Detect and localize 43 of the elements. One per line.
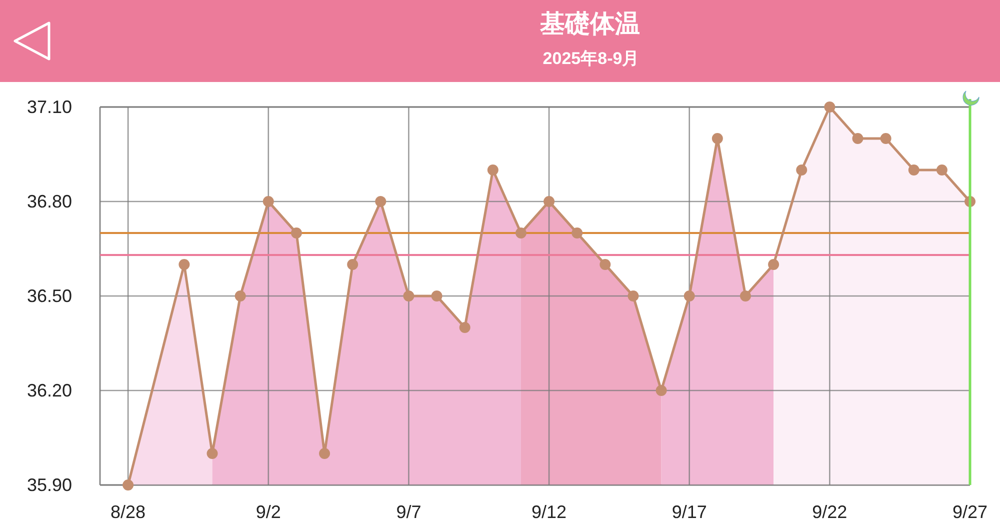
point: [712, 133, 723, 144]
point: [459, 322, 470, 333]
point: [487, 164, 498, 176]
point: [852, 133, 864, 144]
y-tick-label: 37.10: [26, 97, 72, 117]
point: [880, 133, 892, 144]
chart-title: 基礎体温: [539, 10, 640, 38]
point: [936, 164, 948, 176]
point: [206, 448, 218, 459]
point: [628, 290, 639, 302]
point: [544, 196, 555, 207]
point: [908, 164, 920, 176]
point: [740, 290, 751, 302]
point: [431, 290, 442, 302]
y-tick-label: 36.80: [26, 192, 72, 212]
chart-subtitle: 2025年8-9月: [542, 49, 640, 68]
point: [515, 228, 526, 238]
point: [572, 228, 583, 238]
y-tick-label: 35.90: [26, 475, 72, 495]
x-tick-label: 9/22: [812, 502, 848, 522]
point: [319, 448, 330, 459]
point: [768, 259, 780, 270]
x-tick-label: 9/12: [532, 502, 567, 522]
point: [824, 102, 836, 112]
x-tick-label: 9/2: [256, 502, 281, 522]
point: [403, 290, 414, 302]
point: [290, 228, 302, 238]
point: [122, 480, 134, 490]
x-tick-label: 9/27: [952, 502, 988, 522]
x-tick-label: 8/28: [110, 502, 146, 522]
point: [347, 259, 358, 270]
point: [178, 259, 190, 270]
point: [600, 259, 611, 270]
y-tick-label: 36.50: [26, 286, 72, 306]
point: [796, 164, 808, 176]
point: [375, 196, 386, 207]
y-tick-label: 36.20: [26, 380, 72, 400]
x-tick-label: 9/17: [672, 502, 707, 522]
point: [684, 290, 695, 302]
x-tick-label: 9/7: [396, 502, 422, 522]
point: [656, 385, 667, 396]
point: [234, 290, 246, 302]
point: [262, 196, 274, 207]
